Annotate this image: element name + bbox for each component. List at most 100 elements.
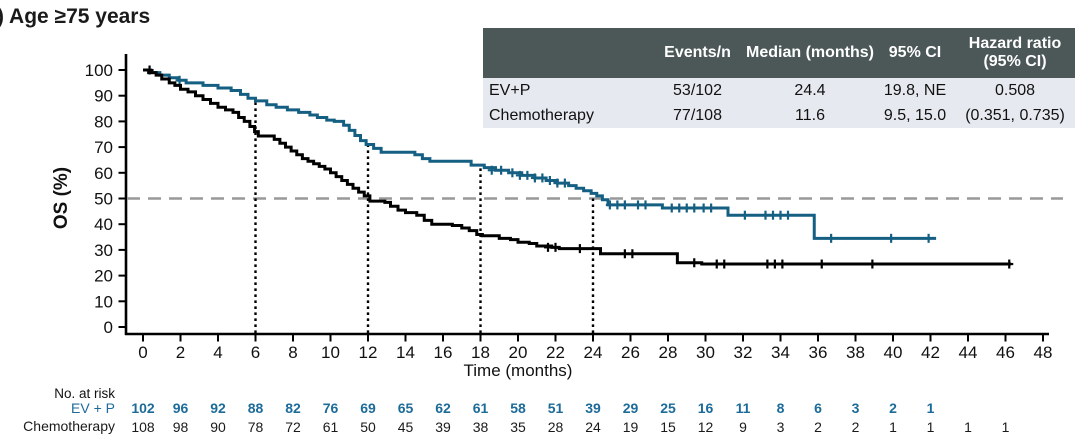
- svg-text:48: 48: [1034, 343, 1053, 362]
- svg-text:50: 50: [94, 190, 113, 209]
- svg-text:30: 30: [94, 241, 113, 260]
- y-axis-label: OS (%): [51, 166, 72, 230]
- svg-text:42: 42: [921, 343, 940, 362]
- svg-text:32: 32: [734, 343, 753, 362]
- summary-row-chemo: Chemotherapy 77/108 11.6 9.5, 15.0 (0.35…: [483, 103, 1075, 128]
- risk-value: 62: [435, 400, 451, 416]
- svg-text:14: 14: [396, 343, 415, 362]
- risk-value: 108: [131, 419, 155, 435]
- risk-value: 39: [585, 400, 601, 416]
- svg-text:34: 34: [771, 343, 790, 362]
- risk-value: 3: [851, 400, 860, 416]
- risk-value: 19: [622, 419, 639, 435]
- risk-value: 51: [547, 400, 564, 416]
- risk-value: 25: [660, 400, 676, 416]
- risk-value: 2: [851, 419, 860, 435]
- svg-text:8: 8: [288, 343, 297, 362]
- risk-value: 69: [360, 400, 376, 416]
- svg-text:10: 10: [321, 343, 340, 362]
- summary-chemo-hr: (0.351, 0.735): [965, 106, 1065, 124]
- risk-value: 35: [510, 419, 526, 435]
- svg-text:28: 28: [659, 343, 678, 362]
- risk-value: 9: [739, 419, 747, 435]
- svg-text:36: 36: [809, 343, 828, 362]
- svg-text:40: 40: [884, 343, 903, 362]
- summary-header-ci: 95% CI: [888, 44, 942, 62]
- risk-value: 92: [210, 400, 226, 416]
- svg-text:4: 4: [213, 343, 222, 362]
- summary-table: Events/n Median (months) 95% CI Hazard r…: [483, 28, 1075, 128]
- summary-chemo-median: 11.6: [795, 106, 825, 124]
- svg-text:60: 60: [94, 164, 113, 183]
- svg-text:0: 0: [138, 343, 147, 362]
- risk-value: 28: [547, 419, 564, 435]
- risk-value: 24: [585, 419, 601, 435]
- x-axis-label: Time (months): [463, 361, 573, 380]
- risk-label-evp: EV + P: [71, 400, 115, 416]
- risk-value: 2: [814, 419, 822, 435]
- summary-header-hazard-ratio: Hazard ratio (95% CI): [968, 35, 1062, 70]
- risk-table-title: No. at risk: [54, 386, 115, 401]
- svg-text:38: 38: [846, 343, 865, 362]
- svg-text:10: 10: [94, 292, 113, 311]
- risk-value: 1: [1001, 419, 1010, 435]
- svg-text:100: 100: [85, 61, 113, 80]
- svg-text:0: 0: [104, 318, 113, 337]
- summary-row-evp: EV+P 53/102 24.4 19.8, NE 0.508: [483, 78, 1075, 103]
- svg-text:26: 26: [621, 343, 640, 362]
- svg-text:20: 20: [94, 267, 113, 286]
- risk-value: 61: [472, 400, 489, 416]
- risk-value: 1: [926, 419, 935, 435]
- summary-chemo-events: 77/108: [673, 106, 722, 124]
- risk-value: 102: [131, 400, 155, 416]
- risk-value: 1: [889, 419, 897, 435]
- svg-text:22: 22: [546, 343, 565, 362]
- summary-chemo-name: Chemotherapy: [489, 106, 594, 124]
- risk-value: 50: [360, 419, 376, 435]
- risk-value: 65: [397, 400, 414, 416]
- risk-value: 88: [247, 400, 264, 416]
- risk-value: 6: [814, 400, 822, 416]
- summary-evp-events: 53/102: [673, 81, 722, 99]
- panel-title: ) Age ≥75 years: [0, 5, 151, 28]
- risk-value: 61: [322, 419, 339, 435]
- svg-text:44: 44: [959, 343, 978, 362]
- summary-evp-name: EV+P: [489, 81, 531, 99]
- svg-text:46: 46: [996, 343, 1015, 362]
- summary-table-header: Events/n Median (months) 95% CI Hazard r…: [483, 28, 1075, 78]
- risk-value: 76: [322, 400, 339, 416]
- risk-value: 58: [510, 400, 526, 416]
- svg-text:90: 90: [94, 87, 113, 106]
- risk-value: 1: [926, 400, 935, 416]
- risk-value: 12: [697, 419, 714, 435]
- risk-value: 39: [435, 419, 451, 435]
- risk-value: 29: [622, 400, 639, 416]
- svg-text:40: 40: [94, 215, 113, 234]
- risk-value: 82: [285, 400, 301, 416]
- summary-header-events: Events/n: [664, 44, 731, 62]
- svg-text:18: 18: [471, 343, 490, 362]
- risk-value: 78: [247, 419, 264, 435]
- summary-evp-ci: 19.8, NE: [883, 81, 947, 99]
- svg-text:2: 2: [176, 343, 185, 362]
- risk-value: 15: [660, 419, 676, 435]
- risk-value: 45: [397, 419, 414, 435]
- svg-text:24: 24: [584, 343, 603, 362]
- risk-value: 3: [776, 419, 785, 435]
- risk-label-chemotherapy: Chemotherapy: [23, 418, 115, 434]
- svg-text:30: 30: [696, 343, 715, 362]
- risk-value: 8: [776, 400, 785, 416]
- risk-value: 2: [889, 400, 897, 416]
- svg-text:12: 12: [359, 343, 378, 362]
- summary-chemo-ci: 9.5, 15.0: [883, 106, 947, 124]
- risk-value: 1: [964, 419, 972, 435]
- risk-value: 16: [697, 400, 714, 416]
- svg-text:70: 70: [94, 138, 113, 157]
- risk-value: 90: [210, 419, 226, 435]
- svg-text:6: 6: [251, 343, 260, 362]
- risk-value: 98: [172, 419, 189, 435]
- summary-evp-hr: 0.508: [994, 81, 1036, 99]
- risk-value: 96: [172, 400, 189, 416]
